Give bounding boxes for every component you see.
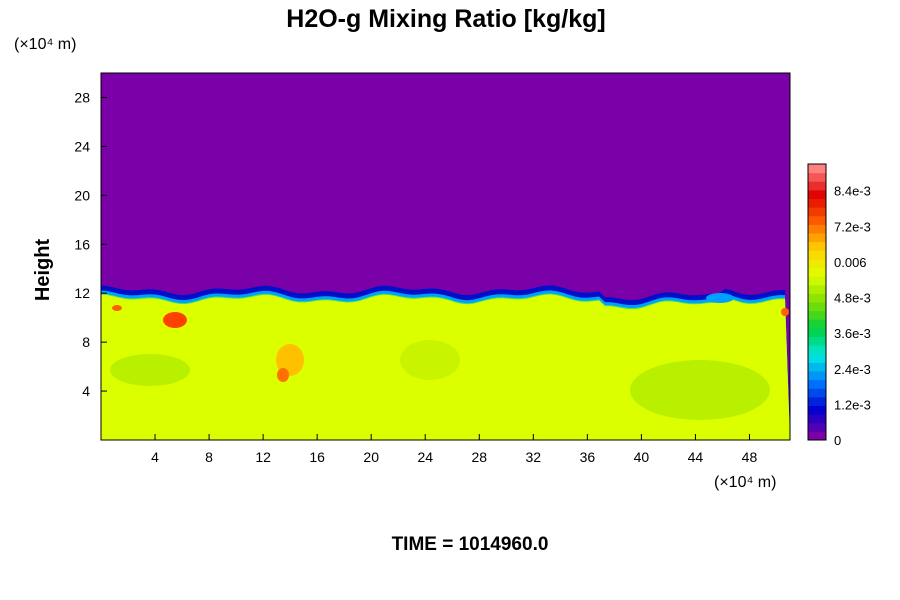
x-tick-label: 16: [309, 449, 325, 465]
y-axis-label: Height: [32, 239, 54, 302]
colorbar-step: [808, 189, 826, 199]
field-patch: [400, 340, 460, 380]
y-tick-label: 20: [74, 187, 90, 203]
colorbar-step: [808, 302, 826, 312]
colorbar-step: [808, 396, 826, 406]
colorbar-step: [808, 379, 826, 389]
colorbar-label: 8.4e-3: [834, 184, 871, 199]
colorbar: 0 1.2e-3 2.4e-3 3.6e-3 4.8e-3 0.006 7.2e-3 8.4e…: [807, 163, 871, 448]
colorbar-step: [808, 319, 826, 329]
chart-title: H2O-g Mixing Ratio [kg/kg]: [286, 5, 605, 33]
field-patch: [277, 368, 289, 382]
plot-area: [100, 72, 791, 441]
colorbar-step: [808, 310, 826, 320]
x-tick-label: 12: [255, 449, 271, 465]
colorbar-step: [808, 224, 826, 234]
x-tick-label: 36: [580, 449, 596, 465]
x-tick-label: 32: [526, 449, 542, 465]
y-tick-label: 24: [74, 138, 90, 154]
colorbar-label: 3.6e-3: [834, 326, 871, 341]
x-axis-unit: (×10⁴ m): [714, 474, 776, 491]
colorbar-step: [808, 267, 826, 277]
x-tick-label: 8: [205, 449, 213, 465]
field-patch: [112, 305, 122, 311]
colorbar-frame: [807, 163, 827, 441]
time-label: TIME = 1014960.0: [392, 534, 549, 555]
colorbar-step: [808, 233, 826, 243]
colorbar-label: 4.8e-3: [834, 291, 871, 306]
colorbar-step: [808, 181, 826, 191]
plot-frame: [100, 72, 791, 441]
colorbar-step: [808, 215, 826, 225]
colorbar-step: [808, 336, 826, 346]
colorbar-step: [808, 207, 826, 217]
colorbar-label: 0: [834, 433, 841, 448]
x-tick-label: 24: [417, 449, 433, 465]
colorbar-step: [808, 293, 826, 303]
field-patch: [630, 360, 770, 420]
colorbar-step: [808, 276, 826, 286]
x-tick-label: 48: [742, 449, 758, 465]
y-axis-ticks: 4 8 12 16 20 24 28: [74, 89, 107, 399]
x-tick-label: 20: [363, 449, 379, 465]
colorbar-label: 0.006: [834, 255, 867, 270]
colorbar-step: [808, 164, 826, 174]
field-patch: [706, 293, 734, 303]
colorbar-label: 1.2e-3: [834, 397, 871, 412]
x-tick-label: 44: [688, 449, 704, 465]
colorbar-label: 7.2e-3: [834, 219, 871, 234]
colorbar-label: 2.4e-3: [834, 362, 871, 377]
colorbar-step: [808, 345, 826, 355]
colorbar-step: [808, 258, 826, 268]
colorbar-step: [808, 431, 826, 441]
colorbar-step: [808, 362, 826, 372]
colorbar-step: [808, 198, 826, 208]
y-tick-label: 16: [74, 236, 90, 252]
colorbar-step: [808, 388, 826, 398]
field-patch: [163, 312, 187, 328]
y-axis-unit: (×10⁴ m): [14, 36, 76, 53]
y-tick-label: 8: [82, 334, 90, 350]
y-tick-label: 28: [74, 89, 90, 105]
y-tick-label: 12: [74, 285, 90, 301]
colorbar-step: [808, 327, 826, 337]
x-tick-label: 28: [471, 449, 487, 465]
colorbar-step: [808, 172, 826, 182]
field-patch: [781, 308, 789, 316]
colorbar-step: [808, 414, 826, 424]
colorbar-step: [808, 353, 826, 363]
x-tick-label: 40: [634, 449, 650, 465]
y-tick-label: 4: [82, 383, 90, 399]
colorbar-step: [808, 371, 826, 381]
colorbar-step: [808, 284, 826, 294]
field-patch: [110, 354, 190, 386]
colorbar-step: [808, 422, 826, 432]
x-tick-label: 4: [151, 449, 159, 465]
colorbar-step: [808, 250, 826, 260]
colorbar-step: [808, 405, 826, 415]
colorbar-step: [808, 241, 826, 251]
x-axis-ticks: 4 8 12 16 20 24 28 32 36 40 44 48: [151, 434, 757, 465]
